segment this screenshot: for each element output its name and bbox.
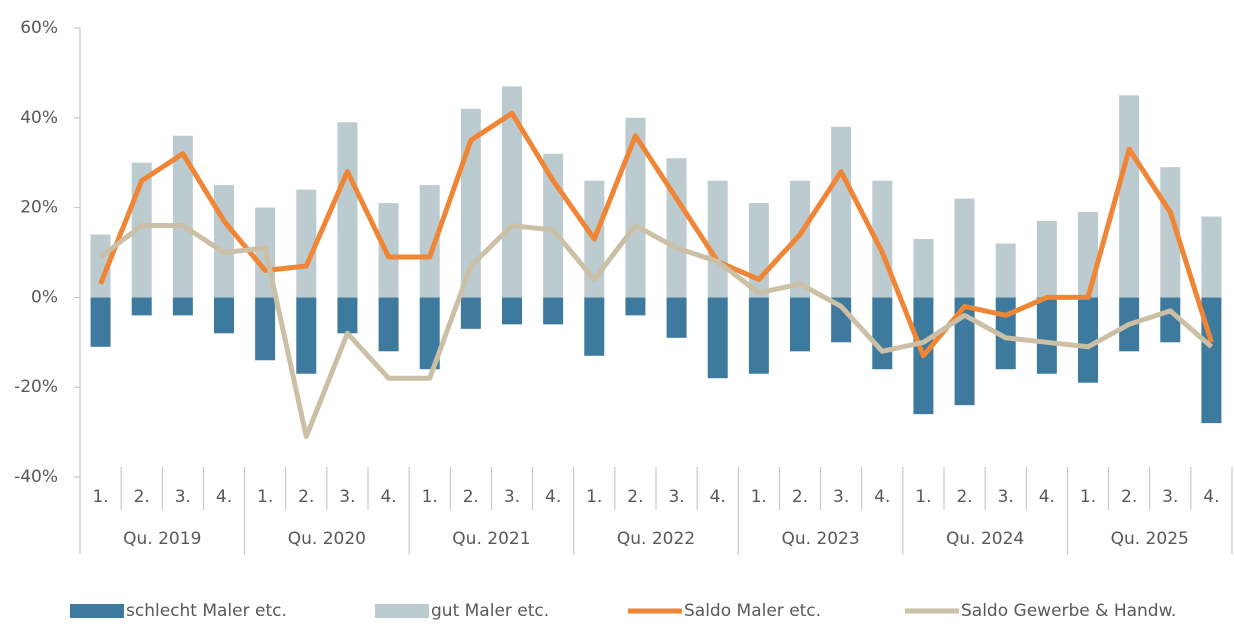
y-tick-label: 60% — [20, 18, 58, 38]
bar — [131, 297, 152, 316]
bar — [337, 122, 358, 298]
bar — [831, 126, 852, 298]
bar — [625, 297, 646, 316]
x-tick-label: 2. — [134, 487, 150, 507]
group-label: Qu. 2020 — [288, 529, 366, 549]
bar — [255, 297, 276, 361]
bar — [1078, 212, 1098, 298]
legend-label: schlecht Maler etc. — [126, 601, 287, 621]
bar — [419, 297, 440, 370]
group-label: Qu. 2024 — [946, 529, 1024, 549]
bar — [790, 180, 810, 298]
bar — [214, 297, 234, 334]
x-tick-label: 1. — [1080, 487, 1096, 507]
x-tick-label: 1. — [257, 487, 273, 507]
x-tick-label: 2. — [1121, 487, 1137, 507]
y-tick-label: -20% — [14, 377, 58, 397]
line — [99, 223, 1214, 440]
bar — [584, 297, 605, 356]
bar — [378, 297, 399, 352]
bar — [1119, 95, 1140, 298]
bar — [913, 239, 934, 298]
bar — [995, 243, 1016, 298]
bar — [90, 297, 111, 347]
bar — [1078, 297, 1098, 383]
y-tick-label: -40% — [14, 467, 58, 487]
y-tick-label: 40% — [20, 108, 58, 128]
bar — [1201, 216, 1222, 298]
bar — [707, 297, 728, 379]
legend-label: Saldo Gewerbe & Handw. — [961, 601, 1176, 621]
bar — [1036, 297, 1057, 374]
bar — [666, 158, 687, 298]
bar — [502, 86, 522, 298]
x-tick-label: 1. — [586, 487, 602, 507]
x-tick-label: 2. — [463, 487, 479, 507]
x-tick-label: 3. — [504, 487, 520, 507]
bar — [543, 153, 564, 298]
bar — [296, 189, 317, 298]
x-tick-label: 4. — [1203, 487, 1219, 507]
bar — [790, 297, 810, 352]
x-tick-label: 4. — [216, 487, 232, 507]
bar — [748, 297, 769, 374]
x-tick-label: 4. — [380, 487, 396, 507]
x-tick-label: 1. — [92, 487, 108, 507]
x-tick-label: 3. — [175, 487, 191, 507]
bar — [666, 297, 687, 338]
bar — [748, 203, 769, 298]
bar — [172, 297, 193, 316]
bar — [625, 117, 646, 298]
group-label: Qu. 2021 — [452, 529, 530, 549]
x-tick-label: 3. — [668, 487, 684, 507]
bar — [337, 297, 358, 334]
x-tick-label: 2. — [298, 487, 314, 507]
bar — [1160, 297, 1181, 343]
legend-swatch — [375, 604, 429, 618]
x-tick-label: 4. — [545, 487, 561, 507]
x-tick-label: 2. — [956, 487, 972, 507]
x-tick-label: 3. — [833, 487, 849, 507]
bar — [954, 198, 975, 298]
bar — [502, 297, 522, 325]
x-tick-label: 1. — [422, 487, 438, 507]
x-tick-label: 1. — [915, 487, 931, 507]
x-tick-label: 2. — [627, 487, 643, 507]
bar — [214, 185, 234, 298]
y-tick-label: 20% — [20, 198, 58, 218]
bar — [543, 297, 564, 325]
group-label: Qu. 2023 — [781, 529, 859, 549]
bar — [1160, 167, 1181, 298]
group-label: Qu. 2022 — [617, 529, 695, 549]
x-tick-label: 4. — [710, 487, 726, 507]
x-tick-label: 2. — [792, 487, 808, 507]
legend-label: Saldo Maler etc. — [684, 601, 821, 621]
bar — [419, 185, 440, 298]
bar — [296, 297, 317, 374]
x-tick-label: 4. — [1039, 487, 1055, 507]
group-label: Qu. 2025 — [1111, 529, 1189, 549]
bar — [954, 297, 975, 406]
x-tick-label: 4. — [874, 487, 890, 507]
x-tick-label: 3. — [1162, 487, 1178, 507]
bar — [460, 297, 481, 329]
x-tick-label: 3. — [339, 487, 355, 507]
x-tick-label: 3. — [998, 487, 1014, 507]
bar — [1036, 221, 1057, 298]
group-label: Qu. 2019 — [123, 529, 201, 549]
bar — [872, 297, 893, 370]
x-tick-label: 1. — [751, 487, 767, 507]
line — [98, 110, 1214, 359]
bar — [172, 135, 193, 298]
y-tick-label: 0% — [31, 287, 58, 307]
legend-label: gut Maler etc. — [431, 601, 549, 621]
bar — [707, 180, 728, 298]
bar — [378, 203, 399, 298]
legend-swatch — [70, 604, 124, 618]
